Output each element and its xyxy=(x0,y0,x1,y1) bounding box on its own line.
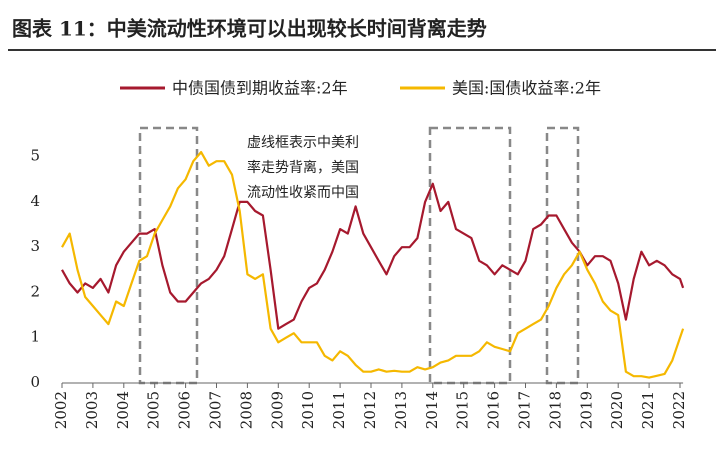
x-tick-label: 2008 xyxy=(237,391,255,429)
y-tick-label: 0 xyxy=(30,373,40,391)
x-tick-label: 2020 xyxy=(608,391,626,429)
x-tick-label: 2011 xyxy=(330,391,348,429)
annotation: 流动性收紧而中国 xyxy=(247,185,359,201)
annotation: 虚线框表示中美利 xyxy=(247,135,359,151)
x-tick-label: 2007 xyxy=(207,391,225,429)
divergence-box xyxy=(545,126,580,385)
legend-label: 美国:国债收益率:2年 xyxy=(452,79,601,98)
x-tick-label: 2010 xyxy=(299,391,317,429)
y-tick-label: 5 xyxy=(30,147,40,165)
divergence-box xyxy=(138,126,199,385)
chart-title: 图表 11：中美流动性环境可以出现较长时间背离走势 xyxy=(12,17,487,41)
x-tick-label: 2022 xyxy=(670,391,688,429)
x-tick-label: 2006 xyxy=(176,391,194,429)
x-tick-label: 2019 xyxy=(577,391,595,429)
x-tick-label: 2018 xyxy=(546,391,564,429)
x-tick-label: 2005 xyxy=(145,391,163,429)
annotation: 率走势背离，美国 xyxy=(247,159,359,176)
x-tick-label: 2014 xyxy=(423,391,441,429)
x-tick-label: 2012 xyxy=(361,391,379,429)
x-tick-label: 2016 xyxy=(485,391,503,429)
x-tick-label: 2009 xyxy=(268,391,286,429)
divergence-box xyxy=(428,126,512,385)
series-line xyxy=(61,151,685,379)
x-tick-label: 2003 xyxy=(83,391,101,429)
y-tick-label: 2 xyxy=(30,282,40,300)
x-tick-label: 2017 xyxy=(516,391,534,429)
x-tick-label: 2004 xyxy=(114,391,132,429)
x-tick-label: 2002 xyxy=(52,391,70,429)
y-tick-label: 3 xyxy=(30,237,40,255)
y-tick-label: 4 xyxy=(30,192,40,210)
x-tick-label: 2013 xyxy=(392,391,410,429)
series-line xyxy=(61,182,685,330)
legend-label: 中债国债到期收益率:2年 xyxy=(172,79,348,98)
x-tick-label: 2015 xyxy=(454,391,472,429)
x-tick-label: 2021 xyxy=(639,391,657,429)
y-tick-label: 1 xyxy=(30,328,40,346)
